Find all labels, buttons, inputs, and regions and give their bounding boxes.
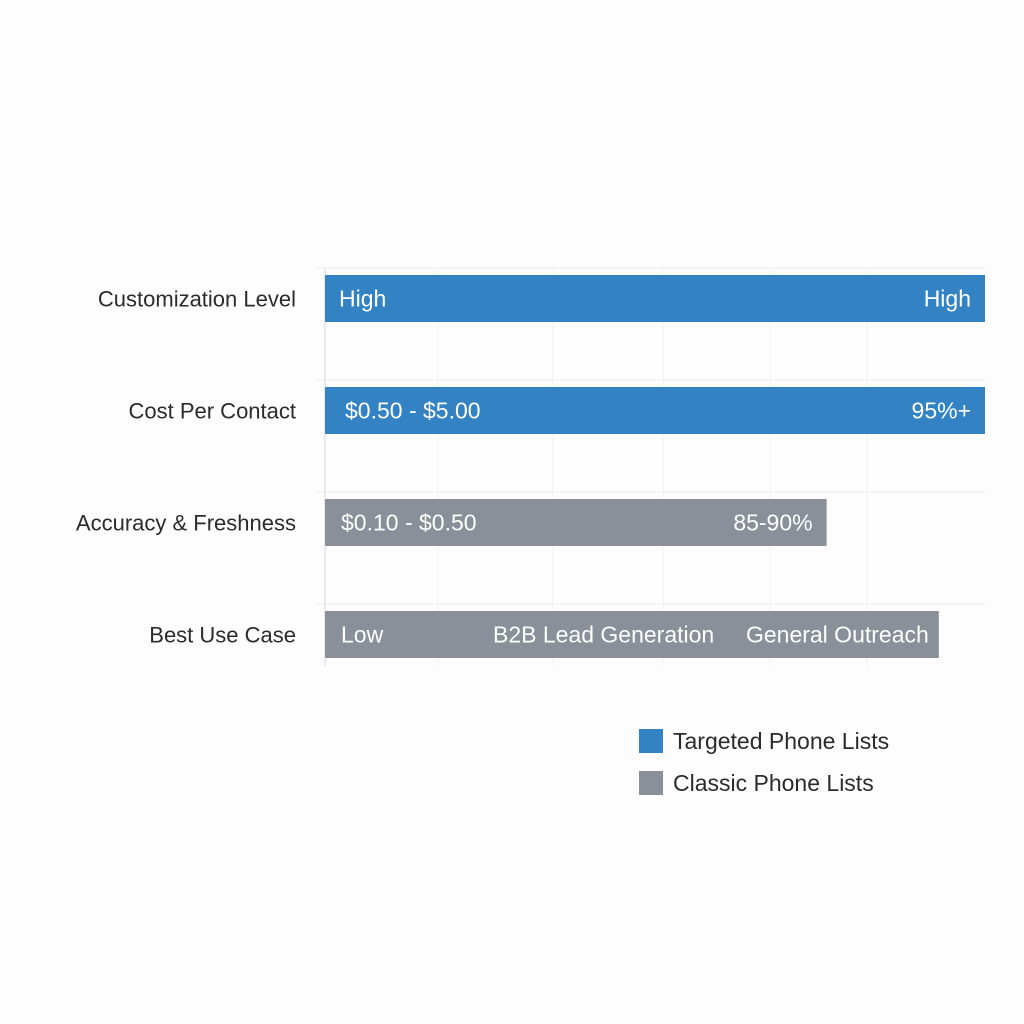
bar-label-2-1: 85-90% — [733, 510, 812, 536]
bar-label-1-0: $0.50 - $5.00 — [345, 398, 481, 424]
bar-label-1-1: 95%+ — [912, 398, 971, 424]
legend-swatch-classic — [639, 771, 663, 795]
bar-1 — [325, 387, 985, 434]
legend-label-targeted: Targeted Phone Lists — [673, 727, 890, 754]
category-labels: Customization Level Cost Per Contact Accur… — [76, 287, 296, 648]
legend: Targeted Phone Lists Classic Phone Lists — [639, 720, 889, 804]
bar-label-3-2: General Outreach — [746, 622, 929, 648]
category-label-1: Cost Per Contact — [128, 399, 296, 424]
category-label-0: Customization Level — [98, 287, 296, 312]
category-label-2: Accuracy & Freshness — [76, 511, 296, 536]
bar-label-0-0: High — [339, 286, 386, 312]
bar-3 — [325, 611, 939, 658]
bar-label-2-0: $0.10 - $0.50 — [341, 510, 477, 536]
bar-label-3-0: Low — [341, 622, 384, 648]
legend-label-classic: Classic Phone Lists — [673, 769, 874, 796]
bar-label-3-1: B2B Lead Generation — [493, 622, 714, 648]
category-label-3: Best Use Case — [149, 623, 296, 648]
legend-swatch-targeted — [639, 729, 663, 753]
bar-0 — [325, 275, 985, 322]
bars: High High $0.50 - $5.00 95%+ $0.10 - $0.50 85… — [325, 275, 985, 658]
grid — [315, 267, 985, 666]
legend-item-targeted: Targeted Phone Lists — [639, 720, 889, 762]
legend-item-classic: Classic Phone Lists — [639, 762, 889, 804]
bar-label-0-1: High — [924, 286, 971, 312]
bar-2 — [325, 499, 827, 546]
